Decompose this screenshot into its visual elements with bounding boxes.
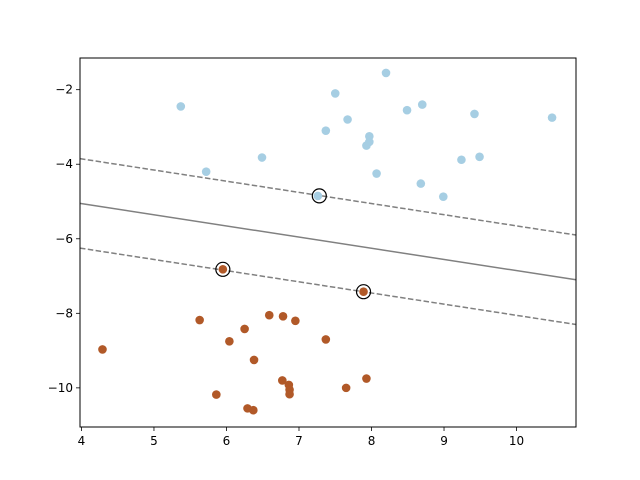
margin-line-0 (79, 157, 577, 236)
point-series0-6 (547, 113, 557, 122)
point-series0-8 (321, 126, 331, 135)
point-series1-3 (264, 310, 274, 320)
point-series1-16 (285, 389, 294, 399)
point-series0-16 (372, 169, 381, 178)
point-series0-13 (475, 152, 484, 162)
point-series0-4 (417, 100, 427, 109)
y-tick-label-3: −8 (55, 306, 73, 320)
point-series1-6 (240, 324, 249, 334)
point-series1-2 (195, 315, 204, 325)
support-vector-0 (311, 188, 327, 204)
y-tick-label-4: −10 (48, 381, 73, 395)
point-series0-3 (402, 105, 412, 115)
point-series0-12 (257, 153, 267, 162)
point-series0-18 (438, 192, 448, 201)
point-series1-10 (249, 355, 259, 365)
y-tick-label-1: −4 (55, 157, 73, 171)
point-series0-2 (176, 102, 186, 111)
x-tick-label-5: 9 (440, 434, 448, 448)
point-series1-17 (212, 390, 221, 399)
point-series1-5 (291, 316, 300, 326)
point-series1-14 (341, 383, 351, 393)
x-tick-label-0: 4 (78, 434, 86, 448)
x-tick-label-1: 5 (150, 434, 158, 448)
point-series1-4 (278, 312, 288, 321)
point-series0-1 (330, 89, 340, 98)
x-axis-ticks: 4 5 6 7 8 9 10 (78, 427, 524, 448)
axes-frame (79, 57, 577, 428)
point-series1-12 (278, 376, 287, 385)
point-series0-5 (470, 109, 479, 119)
point-series1-8 (225, 336, 234, 346)
point-series1-11 (362, 374, 371, 383)
support-vectors (215, 188, 372, 300)
point-series1-0 (218, 265, 228, 274)
point-series0-15 (201, 167, 211, 176)
y-axis-ticks: −2 −4 −6 −8 −10 (48, 83, 80, 395)
point-series1-7 (321, 335, 331, 344)
x-tick-label-2: 6 (223, 434, 231, 448)
x-tick-label-4: 8 (368, 434, 376, 448)
point-series0-11 (362, 141, 371, 150)
y-tick-label-2: −6 (55, 232, 73, 246)
decision-lines (79, 157, 577, 326)
margin-line-2 (79, 247, 577, 326)
x-tick-label-3: 7 (295, 434, 303, 448)
point-series1-19 (249, 405, 258, 415)
point-series0-14 (457, 155, 466, 165)
point-series0-19 (313, 191, 323, 201)
point-series1-1 (359, 287, 368, 297)
support-vector-1 (215, 261, 231, 277)
decision-boundary-line-1 (79, 202, 577, 281)
point-series1-9 (98, 345, 107, 354)
data-points (98, 68, 557, 415)
point-series0-0 (381, 68, 391, 78)
x-tick-label-6: 10 (509, 434, 524, 448)
support-vector-2 (355, 284, 372, 300)
y-tick-label-0: −2 (55, 83, 73, 97)
point-series0-7 (343, 115, 352, 124)
point-series0-17 (416, 179, 426, 188)
